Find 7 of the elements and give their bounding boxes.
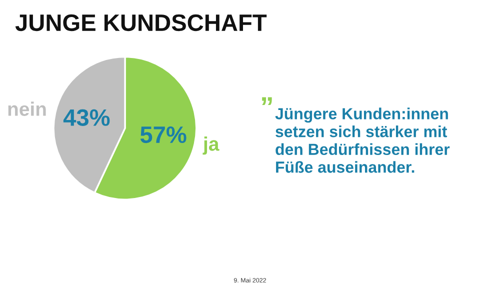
data-label: 57%: [140, 126, 186, 144]
slice-label: nein: [8, 102, 46, 116]
slice-label: ja: [202, 136, 220, 155]
chart-title: JUNGE KUNDSCHAFT: [15, 14, 267, 32]
data-label: 43%: [63, 109, 110, 126]
text: Jüngere Kunden:innen setzen sich stärker mit den Bedürfnissen ihrer Füße auseinander.: [275, 108, 450, 173]
text: ”: [262, 97, 272, 106]
